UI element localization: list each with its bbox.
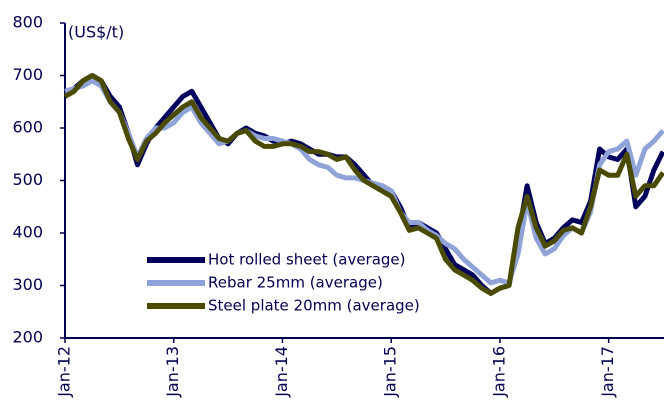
y-tick-label: 500 bbox=[12, 170, 43, 189]
y-tick-label: 200 bbox=[12, 328, 43, 347]
series-line bbox=[63, 73, 664, 296]
legend-label: Rebar 25mm (average) bbox=[208, 274, 383, 292]
legend-label: Hot rolled sheet (average) bbox=[208, 251, 406, 269]
y-axis-label: (US$/t) bbox=[68, 23, 124, 42]
y-tick-label: 300 bbox=[12, 275, 43, 294]
x-tick-label: Jan-13 bbox=[163, 346, 182, 398]
x-tick-label: Jan-16 bbox=[489, 346, 508, 398]
y-tick-label: 800 bbox=[12, 13, 43, 32]
x-tick-label: Jan-14 bbox=[272, 346, 291, 398]
x-tick-label: Jan-15 bbox=[381, 346, 400, 398]
y-tick-label: 700 bbox=[12, 65, 43, 84]
y-tick-label: 600 bbox=[12, 118, 43, 137]
y-tick-label: 400 bbox=[12, 223, 43, 242]
x-tick-label: Jan-17 bbox=[598, 346, 617, 398]
legend-label: Steel plate 20mm (average) bbox=[208, 297, 420, 315]
x-tick-label: Jan-12 bbox=[55, 346, 74, 398]
